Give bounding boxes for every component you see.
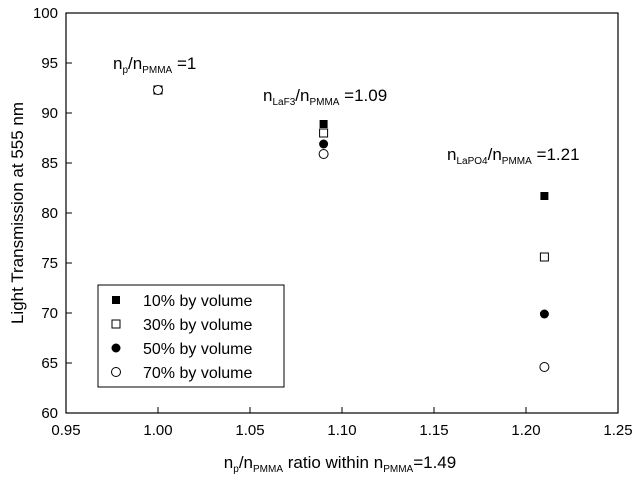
legend-box [97,284,285,388]
axis-ticks: 0.95 1.00 1.05 1.10 1.15 1.20 1.25 60 65 70 75 80 85… [33,5,633,439]
y-tick-label: 70 [41,305,58,322]
x-axis-title-mid: ratio within n [283,453,383,472]
annotation-np-pmma: np/nPMMA =1 [113,54,196,76]
x-tick-label: 1.25 [603,422,632,439]
y-tick-label: 80 [41,205,58,222]
x-tick-label: 0.95 [51,422,80,439]
legend-marker-open-square [111,319,121,329]
open-circle-point [539,362,550,372]
y-tick-label: 90 [41,105,58,122]
x-axis-title-sub-p: p [233,464,239,475]
open-square-point [319,128,329,138]
x-tick-label: 1.05 [235,422,264,439]
legend: 10% by volume 30% by volume 50% by volume 7… [97,284,285,388]
x-tick-label: 1.15 [419,422,448,439]
y-tick-label: 65 [41,355,58,372]
legend-marker-filled-circle [111,343,121,353]
y-tick-label: 75 [41,255,58,272]
x-axis-title: np/nPMMA ratio within nPMMA=1.49 [224,453,456,475]
legend-label: 10% by volume [143,293,252,310]
x-axis-title-tail: =1.49 [413,453,456,472]
y-tick-label: 100 [33,5,58,22]
legend-label: 70% by volume [143,365,252,382]
y-tick-label: 95 [41,55,58,72]
x-axis-title-sub-pmma2: PMMA [383,464,413,475]
legend-marker-filled-square [112,296,120,304]
x-axis-title-sub-pmma: PMMA [253,464,283,475]
annotation-nlaf3-pmma: nLaF3/nPMMA =1.09 [263,86,387,108]
annotation-nlapo4-pmma: nLaPO4/nPMMA =1.21 [447,145,580,167]
legend-label: 50% by volume [143,341,252,358]
y-tick-label: 85 [41,155,58,172]
open-circle-point [318,149,329,159]
legend-items: 10% by volume 30% by volume 50% by volume 7… [111,293,252,382]
x-tick-label: 1.00 [143,422,172,439]
y-axis-title: Light Transmission at 555 nm [8,102,27,324]
legend-label: 30% by volume [143,317,252,334]
filled-square-point [540,192,549,200]
filled-circle-point [319,139,329,149]
open-circle-point [153,85,163,95]
x-tick-label: 1.10 [327,422,356,439]
open-square-point [539,252,549,262]
x-axis-title-slash: /n [239,453,253,472]
y-tick-label: 60 [41,405,58,422]
x-tick-label: 1.20 [511,422,540,439]
data-points [153,85,550,372]
legend-marker-open-circle [111,367,121,377]
filled-circle-point [539,309,549,319]
filled-square-point [319,120,328,128]
x-axis-title-n: n [224,453,233,472]
